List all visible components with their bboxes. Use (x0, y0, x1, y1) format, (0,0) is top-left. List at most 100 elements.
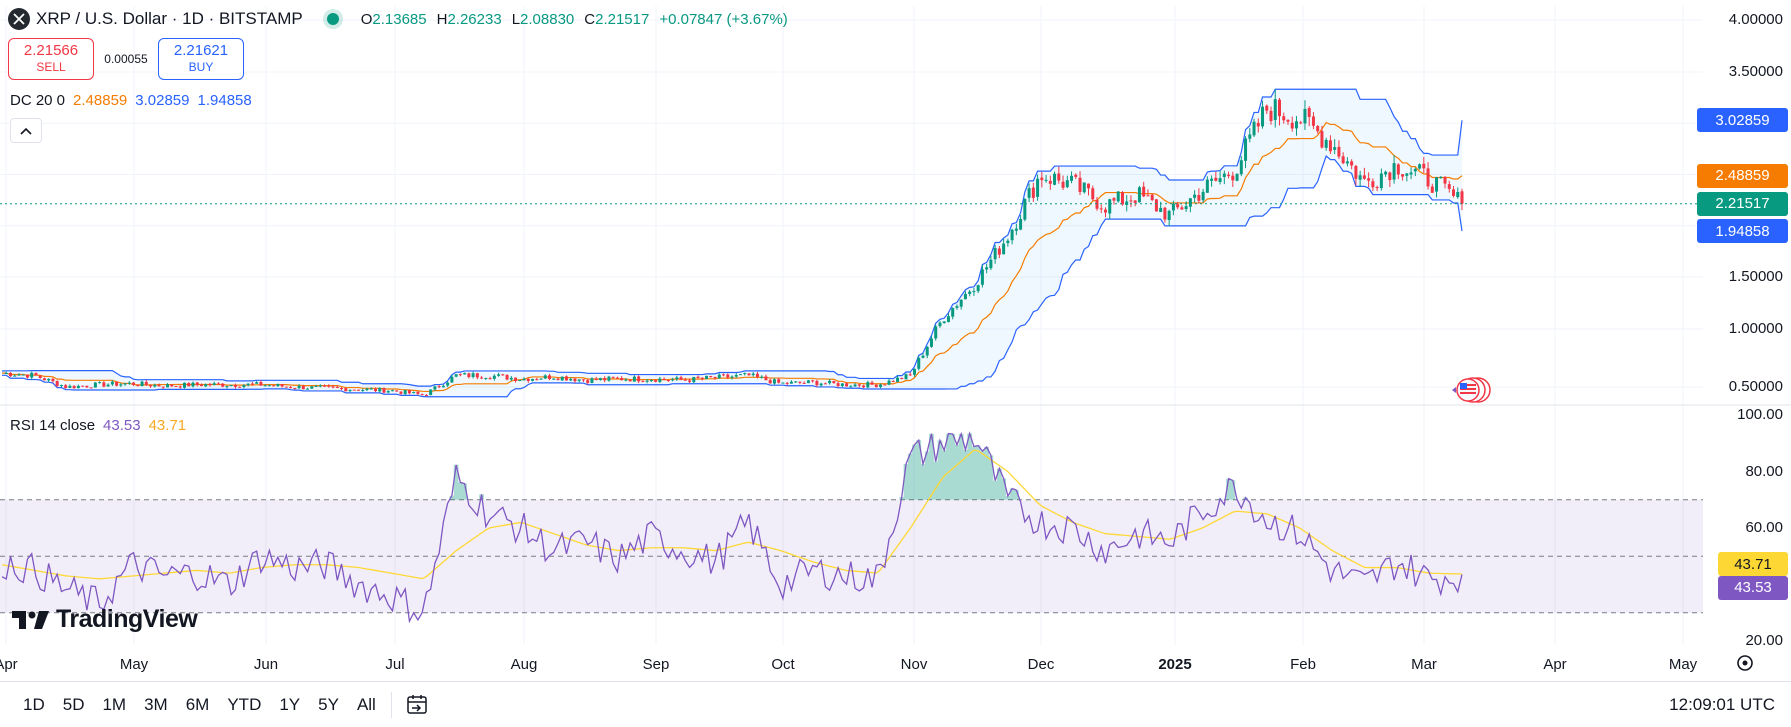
candle (1367, 172, 1371, 188)
range-button-5y[interactable]: 5Y (318, 694, 339, 714)
candle (216, 382, 220, 385)
sell-price: 2.21566 (23, 42, 79, 59)
candle (1443, 176, 1447, 189)
candle (263, 384, 267, 387)
rsi-ma-line (1, 449, 1463, 580)
range-button-all[interactable]: All (356, 694, 376, 714)
candle (454, 374, 458, 378)
collapse-legend-button[interactable] (10, 118, 42, 143)
ohlc-open: O2.13685 (360, 10, 427, 28)
candle (25, 374, 29, 379)
donchian-legend[interactable]: DC 20 0 2.48859 3.02859 1.94858 (10, 92, 252, 109)
price-tick-label: 4.00000 (1728, 11, 1783, 28)
chart-canvas[interactable]: Apr May Jun Jul Aug Sep Oct Nov Dec 2025 Feb Mar Apr… (0, 0, 1791, 681)
candle (870, 380, 874, 386)
candle (722, 373, 726, 377)
candle (628, 378, 632, 382)
candle (908, 372, 912, 376)
candle (552, 378, 556, 380)
sell-label: SELL (36, 60, 66, 74)
range-button-6m[interactable]: 6M (185, 694, 210, 714)
candle (705, 375, 709, 380)
candle (64, 384, 68, 389)
range-button-1d[interactable]: 1D (23, 694, 45, 714)
candle (225, 385, 229, 389)
candle (98, 381, 102, 384)
range-button-5d[interactable]: 5D (62, 694, 85, 714)
range-button-ytd[interactable]: YTD (227, 694, 262, 714)
rsi-value: 43.53 (103, 417, 141, 434)
price-grid (0, 6, 1703, 645)
candle (89, 387, 93, 389)
candle (679, 375, 683, 381)
ohlc-values: O2.13685 H2.26233 L2.08830 C2.21517 +0.0… (361, 11, 788, 28)
candle (289, 385, 293, 389)
candle (361, 388, 365, 392)
dc-upper-value: 3.02859 (135, 92, 190, 109)
candle (68, 384, 72, 389)
candle (335, 385, 339, 389)
symbol-title[interactable]: XRP / U.S. Dollar · 1D · BITSTAMP (36, 9, 303, 28)
candle (637, 375, 641, 384)
candle (284, 386, 288, 388)
range-button-1m[interactable]: 1M (102, 694, 127, 714)
range-button-3m[interactable]: 3M (144, 694, 168, 714)
buy-button[interactable]: 2.21621 BUY (158, 38, 244, 80)
candle (1044, 175, 1048, 183)
candle (751, 372, 755, 377)
news-flags-icon[interactable] (1446, 376, 1496, 404)
tradingview-logo[interactable]: TradingView (12, 605, 198, 634)
candle (407, 389, 411, 395)
candle (81, 385, 85, 387)
candle (59, 384, 63, 388)
candle (874, 384, 878, 388)
candle (594, 376, 598, 381)
candle (573, 377, 577, 384)
price-axis-badge: 2.21517 (1697, 191, 1788, 216)
candle (1320, 125, 1324, 149)
candle (887, 378, 891, 386)
trade-buttons: 2.21566 SELL 0.00055 2.21621 BUY (8, 38, 244, 80)
dc-lower-line (2, 154, 1463, 398)
go-to-date-button[interactable] (402, 690, 432, 720)
candle (1031, 182, 1035, 202)
candle (467, 372, 471, 379)
candle (153, 383, 157, 388)
rsi-axis-badge: 43.53 (1718, 575, 1788, 600)
candle (688, 378, 692, 384)
time-tick-label: Jul (385, 656, 404, 673)
rsi-tick-label: 20.00 (1745, 632, 1783, 649)
candle (1303, 100, 1307, 130)
candle (72, 385, 76, 389)
rsi-legend[interactable]: RSI 14 close 43.53 43.71 (10, 417, 186, 434)
ohlc-low: L2.08830 (511, 10, 575, 28)
candle (849, 384, 853, 388)
price-axis-badge: 2.48859 (1697, 163, 1788, 188)
candle (615, 376, 619, 379)
sell-button[interactable]: 2.21566 SELL (8, 38, 94, 80)
candle (556, 377, 560, 381)
candle (310, 386, 314, 389)
utc-clock[interactable]: 12:09:01 UTC (1669, 694, 1775, 714)
candle (1227, 171, 1231, 179)
candle (509, 375, 513, 381)
rsi-line (1, 431, 1463, 624)
donchian-channel (1, 88, 1463, 398)
candle (1235, 173, 1239, 182)
candle (1384, 170, 1388, 177)
candle (1108, 198, 1112, 220)
candle (1171, 200, 1175, 216)
candle (429, 389, 433, 396)
chevron-up-icon (20, 127, 32, 135)
range-button-1y[interactable]: 1Y (279, 694, 301, 714)
candle (382, 387, 386, 394)
candlestick-series (4, 89, 1464, 396)
candle (1307, 106, 1311, 127)
candle (480, 375, 484, 380)
candle (963, 291, 967, 300)
buy-label: BUY (188, 60, 214, 74)
candle (123, 382, 127, 386)
spread-value: 0.00055 (104, 52, 148, 66)
candle (535, 377, 539, 381)
candle (259, 380, 263, 386)
